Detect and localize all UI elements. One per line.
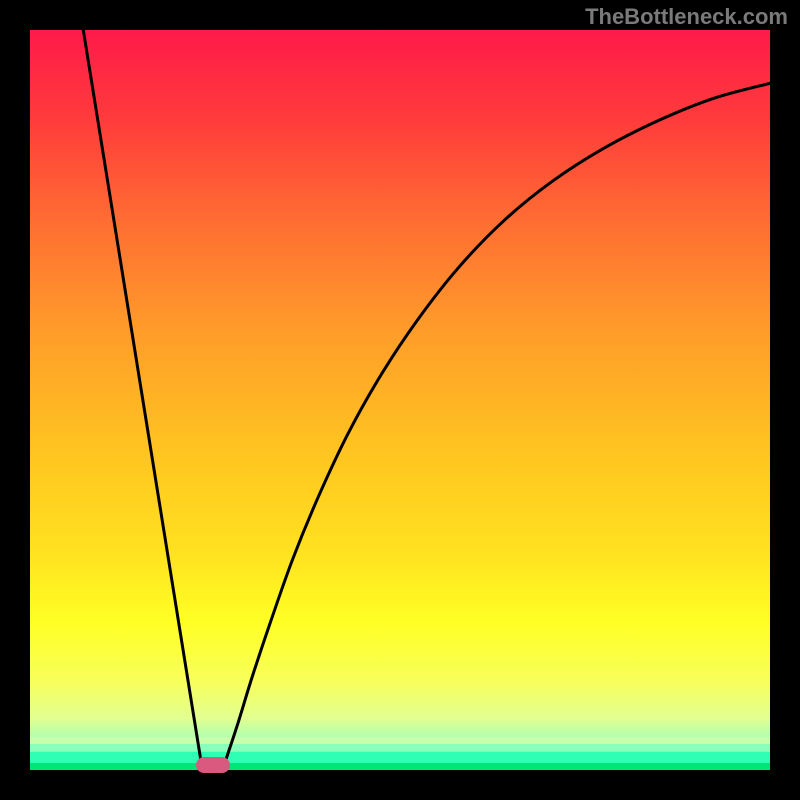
chart-plot-area <box>30 30 770 770</box>
chart-marker <box>196 757 230 773</box>
left-line <box>83 30 201 766</box>
right-curve <box>224 83 770 765</box>
chart-curves <box>30 30 770 770</box>
watermark-text: TheBottleneck.com <box>585 4 788 30</box>
